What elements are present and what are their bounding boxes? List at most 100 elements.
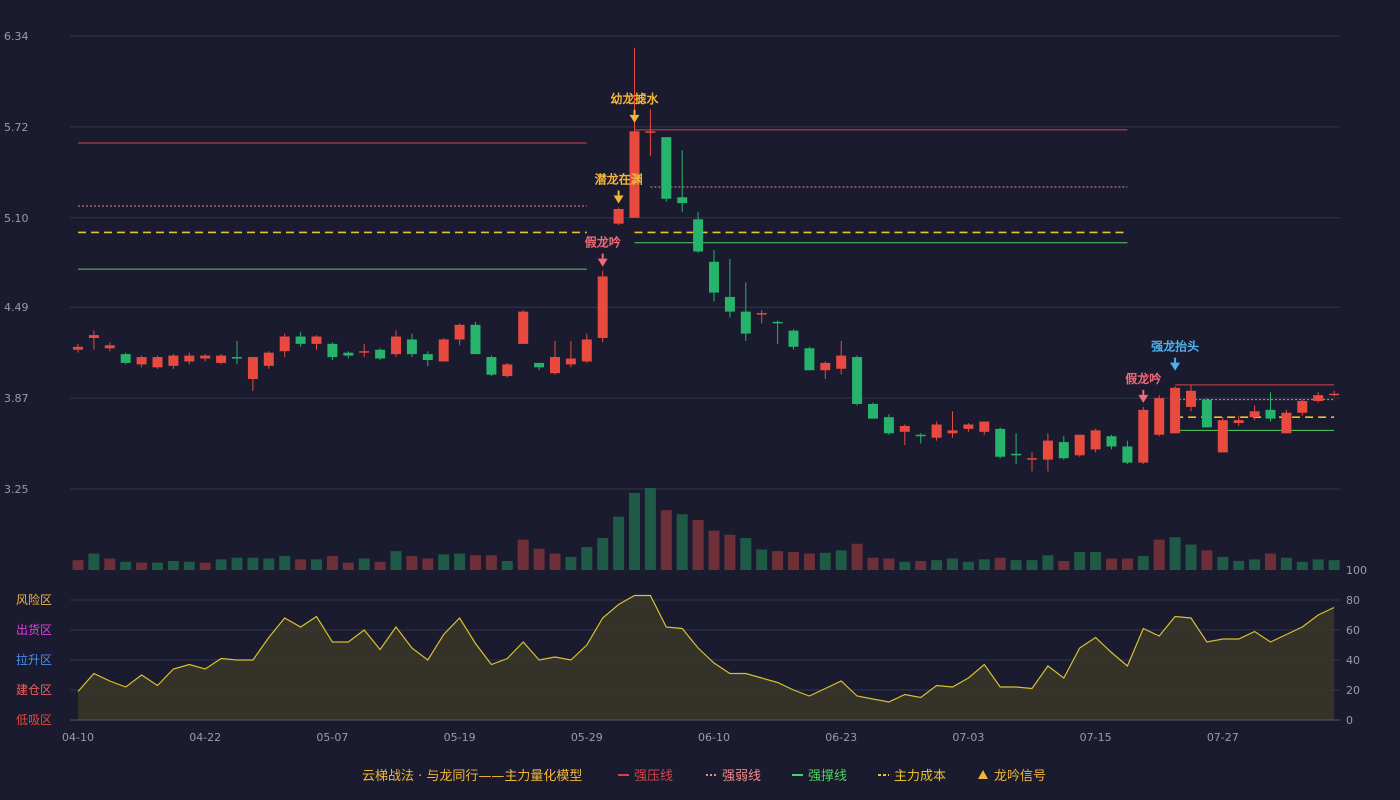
volume-bar [501, 560, 513, 570]
volume-bar [597, 538, 609, 570]
candle-body [661, 137, 672, 199]
candle-body [645, 131, 656, 133]
x-tick-label: 07-03 [952, 731, 984, 744]
volume-bar [1201, 550, 1213, 570]
candle-body [502, 364, 513, 377]
volume-bar [899, 561, 911, 570]
volume-bar [1280, 557, 1292, 570]
price-tick-label: 5.72 [4, 121, 29, 134]
volume-bar [819, 552, 831, 570]
candle-body [184, 355, 195, 362]
candle-body [152, 357, 163, 368]
price-tick-label: 5.10 [4, 212, 29, 225]
x-tick-label: 06-23 [825, 731, 857, 744]
candle-body [422, 354, 433, 360]
volume-bar [295, 559, 307, 570]
volume-bar [454, 553, 466, 570]
candle-body [947, 430, 958, 434]
legend-item-label[interactable]: 强弱线 [722, 769, 761, 784]
volume-bar [199, 562, 211, 570]
candle-body [104, 345, 115, 349]
volume-bar [231, 557, 243, 570]
candle-body [788, 330, 799, 347]
oscillator-area [78, 595, 1335, 720]
candle-body [88, 335, 99, 338]
legend[interactable]: 云梯战法 · 与龙同行——主力量化模型 强压线 强弱线 强撑线 主力成本 龙吟信号 [362, 768, 1046, 784]
legend-item-label[interactable]: 强撑线 [808, 769, 847, 784]
volume-bar [88, 553, 100, 570]
volume-bar [136, 562, 148, 570]
axis-labels: 6.34 5.72 5.10 4.49 3.87 3.25 100 80 60 40 20 0 风险区出… [4, 30, 1367, 744]
volume-bar [1042, 555, 1054, 570]
x-tick-label: 07-27 [1207, 731, 1239, 744]
volume-bar [708, 530, 720, 570]
candle-body [1138, 409, 1149, 463]
volume-bar [1010, 560, 1022, 570]
candle-body [279, 336, 290, 352]
volume-bar [485, 555, 497, 570]
candle-body [1217, 420, 1228, 453]
price-tick-label: 3.25 [4, 483, 29, 496]
candle-body [454, 324, 465, 340]
volume-bar [676, 514, 688, 570]
candle-body [1297, 401, 1308, 413]
candle-body [406, 339, 417, 355]
osc-tick-label: 20 [1346, 684, 1360, 697]
level-lines [78, 129, 1335, 431]
volume-bar [1153, 539, 1165, 570]
candle-body [534, 362, 545, 368]
volume-bar [994, 557, 1006, 570]
volume-bar [215, 559, 227, 570]
x-tick-label: 04-22 [189, 731, 221, 744]
candle-body [820, 362, 831, 371]
volume-bar [533, 548, 545, 570]
candle-body [709, 261, 719, 293]
candle-body [438, 339, 449, 362]
candle-body [232, 357, 242, 359]
candle-body [756, 313, 767, 315]
legend-title: 云梯战法 · 与龙同行——主力量化模型 [362, 769, 582, 784]
volume-bar [374, 561, 386, 570]
candle-body [868, 403, 878, 419]
volume-bar [1185, 544, 1197, 570]
legend-item-label[interactable]: 主力成本 [894, 769, 946, 784]
volume-bar [772, 551, 784, 570]
legend-item-label[interactable]: 强压线 [634, 769, 673, 784]
volume-bar [72, 560, 84, 570]
signal-arrow-icon [613, 195, 624, 204]
candle-body [1329, 393, 1340, 396]
x-tick-label: 07-15 [1080, 731, 1112, 744]
candle-body [581, 339, 592, 362]
volume-bar [756, 549, 768, 570]
volume-bar [1233, 560, 1245, 570]
legend-triangle-icon [978, 770, 988, 779]
candle-body [391, 336, 401, 355]
oscillator-line [77, 594, 1335, 703]
candle-body [216, 355, 227, 363]
signal-label: 假龙吟 [1125, 371, 1161, 386]
candle-body [1058, 442, 1069, 459]
candle-body [883, 417, 894, 434]
oscillator [70, 594, 1340, 721]
volume-bar [1265, 553, 1276, 570]
volume-bar [883, 558, 895, 570]
candle-body [247, 357, 258, 380]
candle-body [263, 352, 274, 366]
x-tick-label: 04-10 [62, 731, 94, 744]
zone-label: 风险区 [16, 592, 52, 607]
volume-bar [152, 562, 163, 570]
volume-bar [549, 553, 561, 570]
volume-bar [613, 516, 625, 570]
volume-bar [517, 539, 529, 570]
candle-body [931, 424, 942, 438]
volume-bar [1296, 561, 1308, 570]
legend-item-label[interactable]: 龙吟信号 [994, 768, 1046, 784]
zone-label: 拉升区 [16, 652, 52, 667]
candle-body [1233, 420, 1244, 424]
candle-body [677, 197, 688, 204]
volume-bar [311, 559, 322, 570]
volume-bar [947, 558, 958, 570]
candle-body [1249, 411, 1260, 418]
